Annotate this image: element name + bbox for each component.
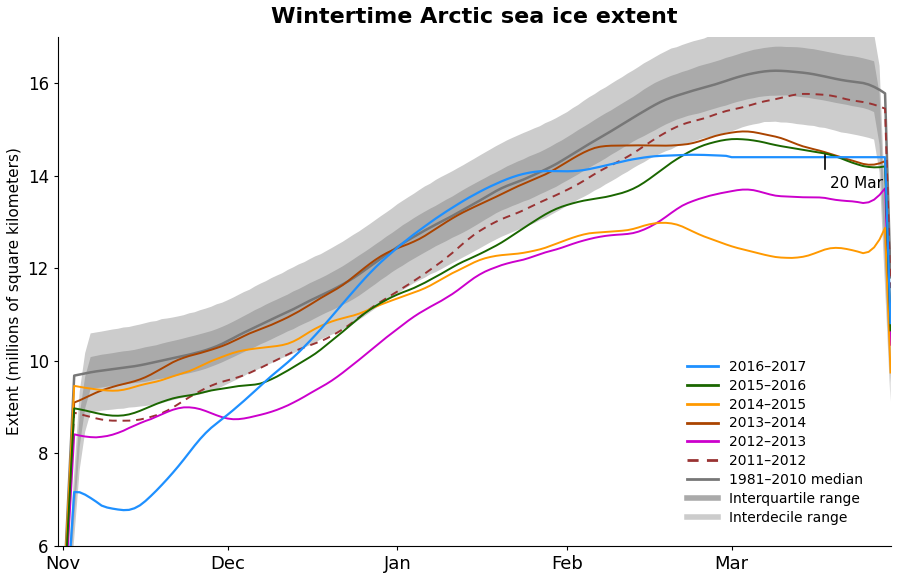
Title: Wintertime Arctic sea ice extent: Wintertime Arctic sea ice extent	[271, 7, 678, 27]
Text: 20 Mar: 20 Mar	[831, 176, 883, 191]
Legend: 2016–2017, 2015–2016, 2014–2015, 2013–2014, 2012–2013, 2011–2012, 1981–2010 medi: 2016–2017, 2015–2016, 2014–2015, 2013–20…	[683, 356, 867, 529]
Y-axis label: Extent (millions of square kilometers): Extent (millions of square kilometers)	[7, 147, 22, 436]
